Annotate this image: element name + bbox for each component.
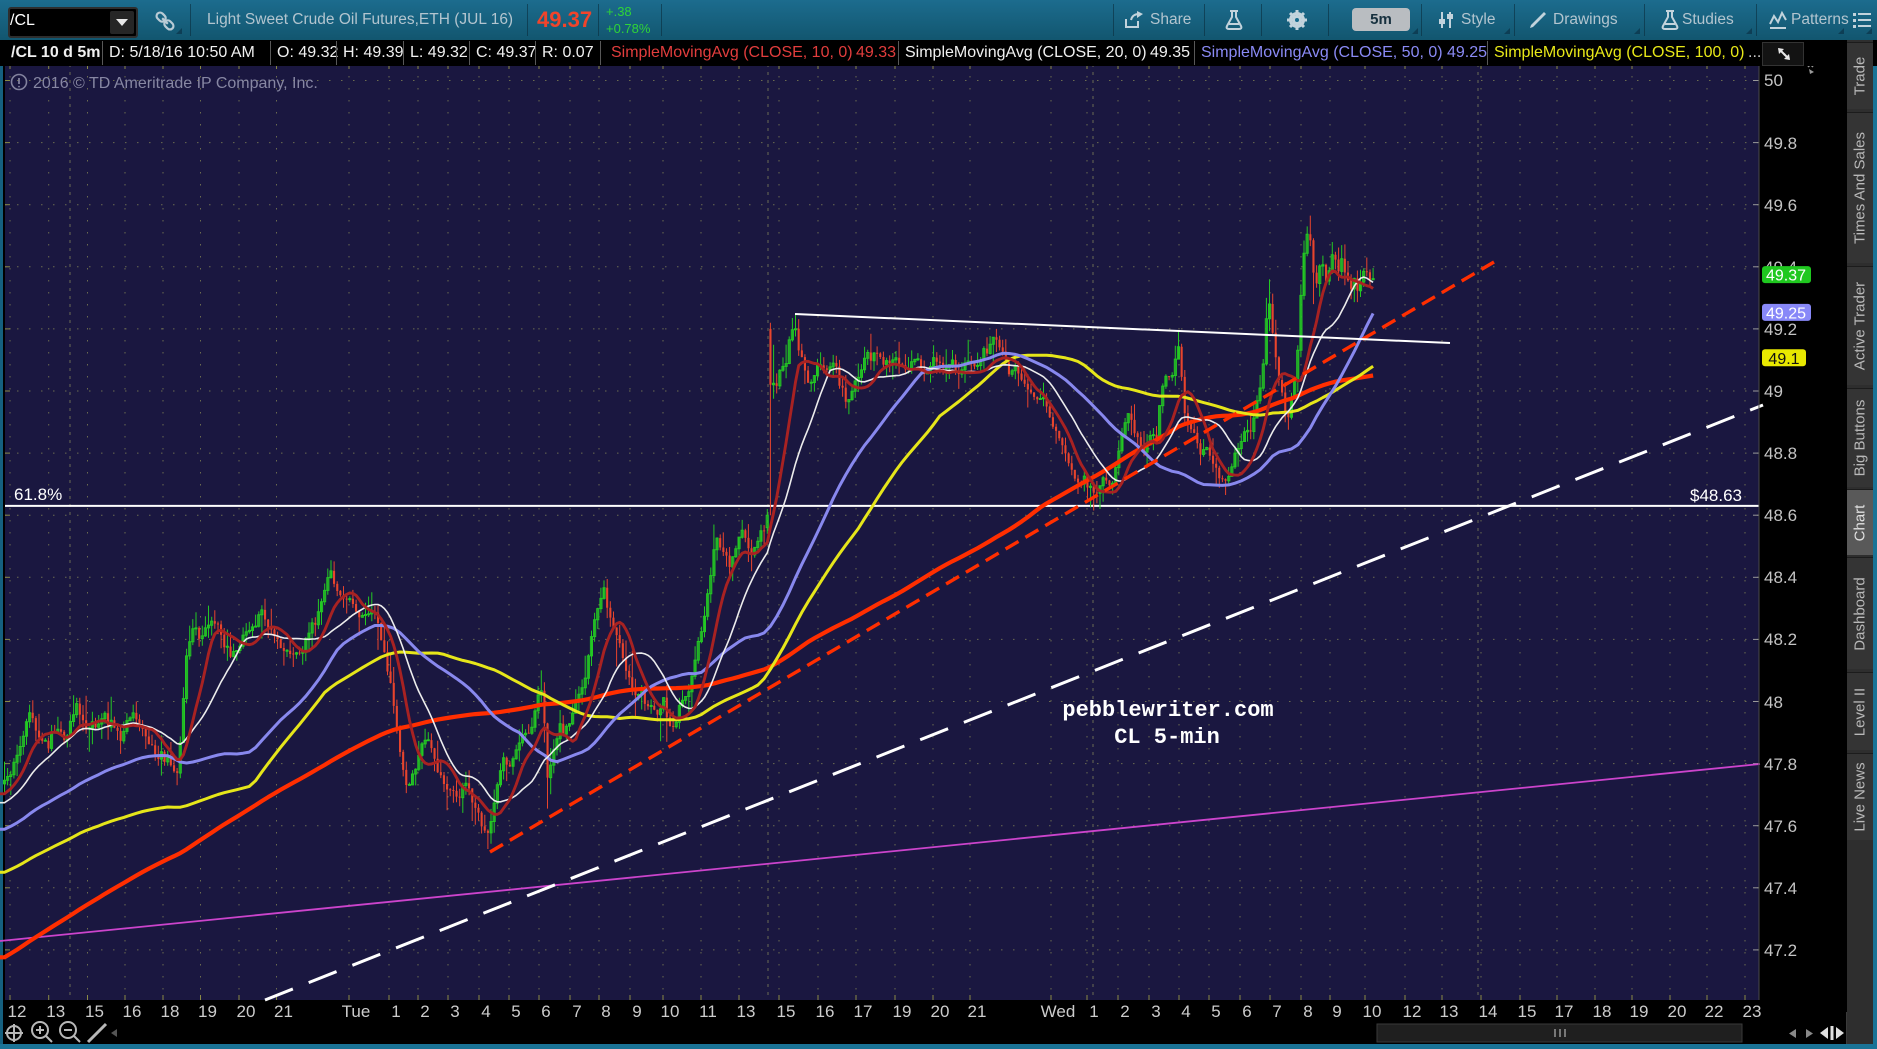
svg-text:61.8%: 61.8% [14,485,62,504]
svg-text:18: 18 [161,1002,180,1021]
svg-text:48.4: 48.4 [1764,568,1797,587]
svg-text:48.2: 48.2 [1764,630,1797,649]
svg-text:Wed: Wed [1041,1002,1076,1021]
svg-text:9: 9 [1332,1002,1341,1021]
svg-text:9: 9 [632,1002,641,1021]
svg-text:6: 6 [1242,1002,1251,1021]
svg-text:11: 11 [699,1002,717,1021]
svg-text:19: 19 [198,1002,217,1021]
svg-text:12: 12 [1403,1002,1422,1021]
svg-text:48: 48 [1764,693,1783,712]
svg-text:49.6: 49.6 [1764,196,1797,215]
svg-text:17: 17 [854,1002,873,1021]
svg-text:Tue: Tue [342,1002,371,1021]
svg-text:20: 20 [237,1002,256,1021]
svg-text:5: 5 [511,1002,520,1021]
svg-text:7: 7 [1272,1002,1281,1021]
svg-text:17: 17 [1555,1002,1574,1021]
svg-text:8: 8 [1303,1002,1312,1021]
svg-text:48.6: 48.6 [1764,506,1797,525]
svg-text:3: 3 [450,1002,459,1021]
svg-text:49: 49 [1764,382,1783,401]
svg-text:12: 12 [8,1002,27,1021]
svg-text:2: 2 [420,1002,429,1021]
svg-text:48.8: 48.8 [1764,444,1797,463]
svg-text:14: 14 [1479,1002,1498,1021]
svg-text:4: 4 [1181,1002,1190,1021]
svg-text:22: 22 [1705,1002,1724,1021]
svg-text:2016 © TD Ameritrade IP Compan: 2016 © TD Ameritrade IP Company, Inc. [33,75,318,92]
svg-text:13: 13 [737,1002,756,1021]
svg-text:16: 16 [123,1002,142,1021]
svg-text:1: 1 [1089,1002,1098,1021]
svg-text:49.37: 49.37 [1766,268,1806,285]
svg-text:8: 8 [601,1002,610,1021]
svg-text:CL 5-min: CL 5-min [1114,725,1220,750]
svg-text:7: 7 [572,1002,581,1021]
svg-text:47.2: 47.2 [1764,941,1797,960]
svg-text:19: 19 [893,1002,912,1021]
svg-text:2: 2 [1120,1002,1129,1021]
svg-text:47.8: 47.8 [1764,755,1797,774]
svg-text:10: 10 [661,1002,680,1021]
svg-text:4: 4 [481,1002,490,1021]
svg-text:3: 3 [1151,1002,1160,1021]
svg-text:13: 13 [46,1002,65,1021]
svg-text:50: 50 [1764,71,1783,90]
svg-text:49.1: 49.1 [1768,351,1799,368]
svg-text:47.4: 47.4 [1764,879,1797,898]
svg-text:49.25: 49.25 [1766,305,1806,322]
svg-text:10: 10 [1363,1002,1382,1021]
svg-text:6: 6 [541,1002,550,1021]
svg-text:21: 21 [274,1002,293,1021]
svg-text:5: 5 [1211,1002,1220,1021]
svg-text:19: 19 [1630,1002,1649,1021]
svg-text:49.2: 49.2 [1764,320,1797,339]
svg-text:20: 20 [1668,1002,1687,1021]
svg-text:21: 21 [968,1002,987,1021]
svg-text:23: 23 [1743,1002,1762,1021]
svg-text:13: 13 [1440,1002,1459,1021]
svg-text:49.8: 49.8 [1764,134,1797,153]
svg-text:20: 20 [931,1002,950,1021]
svg-text:15: 15 [1518,1002,1537,1021]
svg-text:47.6: 47.6 [1764,817,1797,836]
svg-text:1: 1 [391,1002,400,1021]
svg-text:15: 15 [777,1002,796,1021]
svg-text:15: 15 [85,1002,104,1021]
svg-text:18: 18 [1593,1002,1612,1021]
svg-text:$48.63: $48.63 [1690,486,1742,505]
svg-text:pebblewriter.com: pebblewriter.com [1062,698,1273,723]
svg-text:16: 16 [816,1002,835,1021]
